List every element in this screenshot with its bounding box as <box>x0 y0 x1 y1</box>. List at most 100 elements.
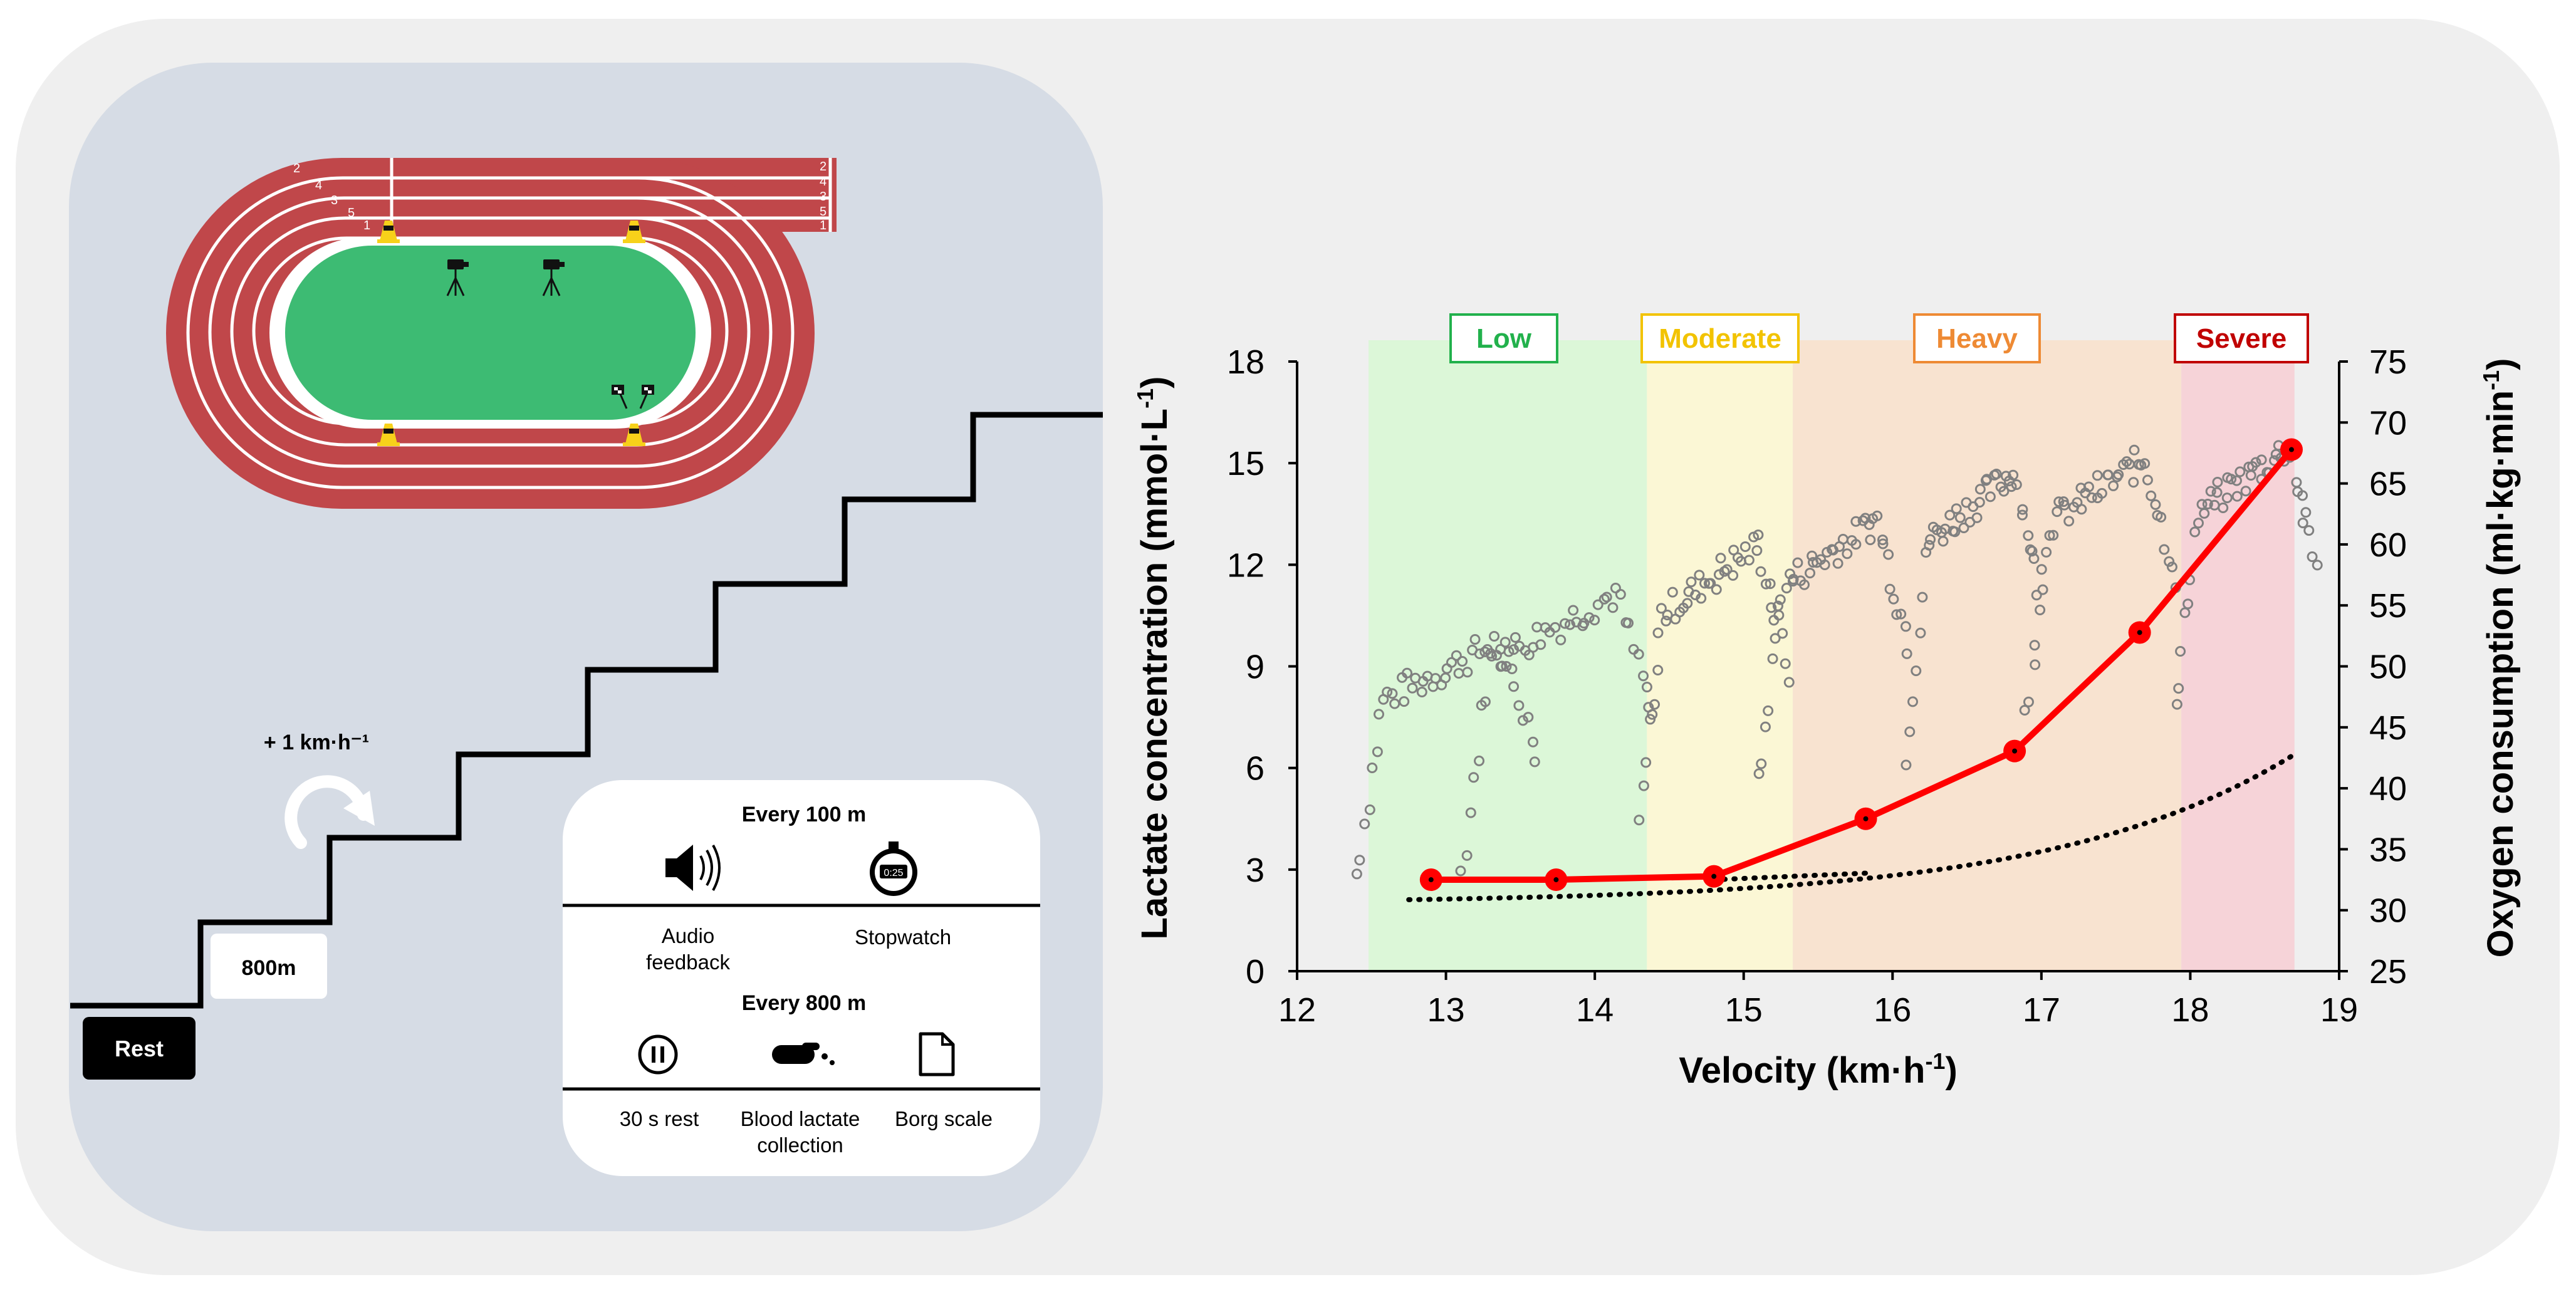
vo2-point <box>1506 664 1518 675</box>
chart-axes: 12 13 14 15 16 17 18 19 0 3 6 9 12 15 18 25 30 35 40 45 50 55… <box>1132 343 2521 1091</box>
vo2-point <box>1766 602 1777 613</box>
vo2-point <box>1649 699 1661 710</box>
vo2-point <box>2063 516 2075 527</box>
increment-label: + 1 km·h⁻¹ <box>264 731 369 754</box>
lane-number: 4 <box>820 175 827 189</box>
vo2-point <box>1819 560 1830 571</box>
vo2-point <box>1479 696 1491 707</box>
vo2-point <box>1351 868 1362 880</box>
domain-label: Low <box>1476 323 1532 354</box>
vo2-point <box>1615 589 1626 600</box>
vo2-point <box>2029 640 2040 651</box>
vo2-point <box>1775 594 1786 605</box>
vo2-point <box>1832 558 1843 569</box>
vo2-point <box>1491 650 1502 661</box>
vo2-point <box>1508 681 1520 692</box>
x-axis-title: Velocity (km·h-1) <box>1679 1048 1958 1091</box>
vo2-point <box>2218 503 2229 514</box>
vo2-point <box>2086 492 2097 503</box>
vo2-point <box>1416 686 1427 697</box>
vo2-point <box>2113 469 2124 481</box>
x-tick-label: 13 <box>1427 991 1465 1029</box>
vo2-point <box>1877 534 1889 546</box>
vo2-point <box>1781 583 1792 594</box>
lane-number: 5 <box>820 205 827 219</box>
rest-badge <box>83 1017 196 1080</box>
lactate-point-center <box>2288 447 2294 452</box>
vo2-point <box>1991 469 2002 480</box>
vo2-point <box>1944 509 1956 521</box>
vo2-point <box>1895 608 1907 620</box>
x-tick-label: 19 <box>2320 991 2358 1029</box>
y-right-tick-label: 55 <box>2369 587 2407 625</box>
vo2-point <box>1924 539 1935 551</box>
chart-labels: Low Moderate Heavy Severe <box>1449 313 2309 363</box>
y-left-axis-title: Lactate concentration (mmol·L-1) <box>1132 377 1175 940</box>
vo2-point <box>1578 618 1590 629</box>
audio-feedback-label: Audio feedback <box>646 924 730 974</box>
vo2-point <box>2307 551 2318 563</box>
y-right-tick-label: 60 <box>2369 526 2407 564</box>
vo2-point <box>1721 564 1733 575</box>
vo2-point <box>1550 622 1561 633</box>
blood-lactate-label: Blood lactate collection <box>741 1107 860 1157</box>
vo2-point <box>1753 529 1764 541</box>
vo2-point <box>1535 639 1546 650</box>
vo2-point <box>1850 539 1862 550</box>
y-right-tick-label: 45 <box>2369 709 2407 747</box>
stopwatch-readout: 0:25 <box>884 868 903 878</box>
every-100m-title: Every 100 m <box>742 803 867 826</box>
vo2-point <box>2150 499 2161 510</box>
vo2-point <box>1486 650 1498 662</box>
vo2-point <box>1696 593 1707 604</box>
vo2-point <box>1382 686 1393 697</box>
vo2-point <box>1667 586 1678 598</box>
vo2-point <box>1792 557 1803 568</box>
vo2-point <box>1760 578 1771 590</box>
vo2-point <box>2156 511 2167 523</box>
vo2-point <box>1564 619 1575 630</box>
vo2-point <box>2037 584 2048 595</box>
vo2-point <box>1937 536 1949 547</box>
vo2-point <box>2312 560 2323 571</box>
vo2-point <box>1638 670 1649 682</box>
vo2-point <box>1589 615 1600 626</box>
y-left-tick-label: 12 <box>1227 546 1265 584</box>
vo2-point <box>2221 492 2233 504</box>
lane-number: 2 <box>820 160 827 174</box>
vo2-point <box>2146 490 2157 501</box>
vo2-point <box>1634 815 1645 826</box>
x-tick-label: 18 <box>2171 991 2209 1029</box>
vo2-point <box>2193 518 2204 529</box>
vo2-point <box>1699 578 1711 589</box>
infield-grass <box>285 246 696 420</box>
vo2-point <box>2250 457 2261 468</box>
vo2-point <box>1503 646 1515 657</box>
y-right-tick-label: 35 <box>2369 831 2407 868</box>
vo2-point <box>1974 497 1985 508</box>
vo2-point <box>1601 591 1612 603</box>
vo2-point <box>1402 667 1413 679</box>
rotate-arrow-icon <box>284 775 375 849</box>
vo2-point <box>1743 555 1755 566</box>
vo2-point <box>1770 633 1781 644</box>
vo2-point <box>1883 549 1894 560</box>
vo2-point <box>2028 553 2040 565</box>
vo2-point <box>2139 458 2151 469</box>
vo2-point <box>1652 627 1664 638</box>
vo2-point <box>1529 756 1540 768</box>
vo2-point <box>1652 664 1664 675</box>
vo2-point <box>1513 700 1525 711</box>
vo2-point <box>1756 758 1767 769</box>
document-icon <box>919 1032 955 1076</box>
vo2-point <box>1917 591 1928 603</box>
vo2-point <box>1951 503 1962 514</box>
vo2-point <box>2023 696 2034 707</box>
vo2-point <box>2303 525 2315 536</box>
vo2-point <box>2108 480 2119 491</box>
x-tick-label: 16 <box>1874 991 1911 1029</box>
vo2-point <box>1592 599 1603 610</box>
vo2-point <box>2231 491 2243 502</box>
vo2-point <box>1469 634 1481 645</box>
